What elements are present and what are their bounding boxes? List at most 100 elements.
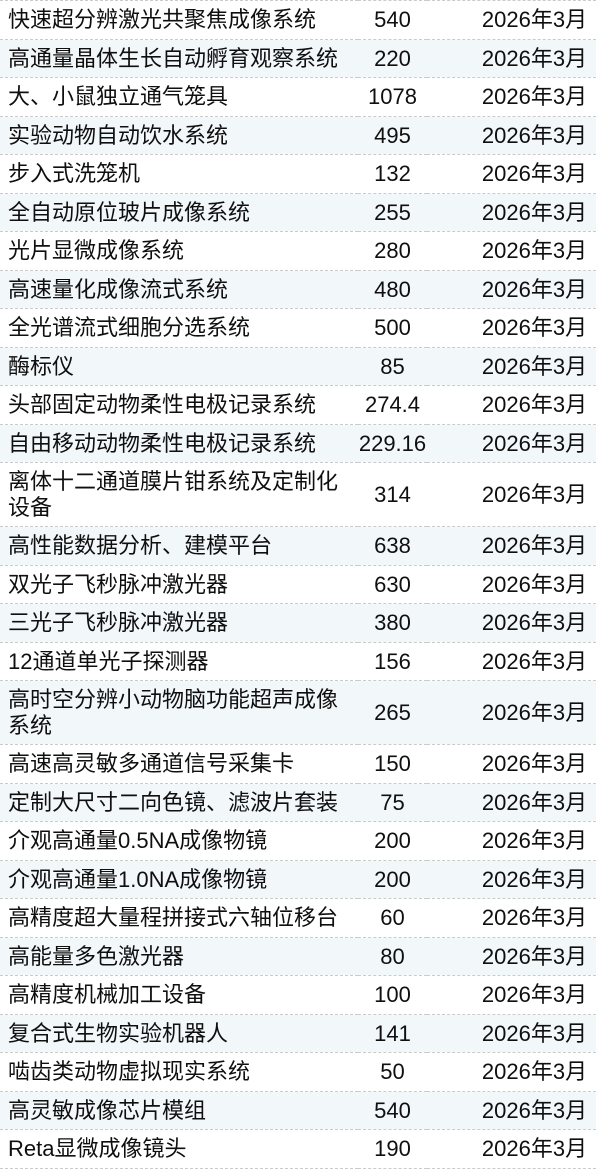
date-cell: 2026年3月 bbox=[427, 154, 596, 194]
amount-cell: 638 bbox=[358, 526, 427, 566]
amount-cell: 540 bbox=[358, 0, 427, 40]
equipment-name-cell: 高速高灵敏多通道信号采集卡 bbox=[0, 744, 358, 784]
amount-cell: 60 bbox=[358, 898, 427, 938]
date-cell: 2026年3月 bbox=[427, 347, 596, 386]
equipment-name-cell: 快速超分辨激光共聚焦成像系统 bbox=[0, 0, 358, 40]
equipment-name-cell: 三光子飞秒脉冲激光器 bbox=[0, 603, 358, 643]
table-row: 高精度超大量程拼接式六轴位移台 60 2026年3月 bbox=[0, 898, 596, 938]
table-row: 介观高通量1.0NA成像物镜 200 2026年3月 bbox=[0, 860, 596, 899]
equipment-name-cell: 全自动原位玻片成像系统 bbox=[0, 193, 358, 232]
equipment-name-cell: 高时空分辨小动物脑功能超声成像系统 bbox=[0, 680, 358, 745]
date-cell: 2026年3月 bbox=[427, 116, 596, 155]
amount-cell: 265 bbox=[358, 680, 427, 745]
amount-cell: 229.16 bbox=[358, 424, 427, 463]
equipment-name-cell: 高精度机械加工设备 bbox=[0, 975, 358, 1015]
date-cell: 2026年3月 bbox=[427, 975, 596, 1015]
equipment-name-cell: 光片显微成像系统 bbox=[0, 231, 358, 271]
table-row: 定制大尺寸二向色镜、滤波片套装 75 2026年3月 bbox=[0, 783, 596, 822]
date-cell: 2026年3月 bbox=[427, 462, 596, 527]
amount-cell: 200 bbox=[358, 821, 427, 861]
date-cell: 2026年3月 bbox=[427, 1091, 596, 1130]
amount-cell: 190 bbox=[358, 1129, 427, 1169]
equipment-name-cell: 啮齿类动物虚拟现实系统 bbox=[0, 1052, 358, 1092]
amount-cell: 255 bbox=[358, 193, 427, 232]
amount-cell: 500 bbox=[358, 308, 427, 348]
table-row: 双光子飞秒脉冲激光器 630 2026年3月 bbox=[0, 565, 596, 604]
table-row: 高速高灵敏多通道信号采集卡 150 2026年3月 bbox=[0, 744, 596, 784]
equipment-name-cell: 高速量化成像流式系统 bbox=[0, 270, 358, 309]
date-cell: 2026年3月 bbox=[427, 821, 596, 861]
date-cell: 2026年3月 bbox=[427, 1052, 596, 1092]
table-row: 全自动原位玻片成像系统 255 2026年3月 bbox=[0, 193, 596, 232]
equipment-name-cell: 实验动物自动饮水系统 bbox=[0, 116, 358, 155]
table-row: 光片显微成像系统 280 2026年3月 bbox=[0, 231, 596, 271]
date-cell: 2026年3月 bbox=[427, 937, 596, 976]
amount-cell: 156 bbox=[358, 642, 427, 681]
table-row: Reta显微成像镜头 190 2026年3月 bbox=[0, 1129, 596, 1169]
amount-cell: 1078 bbox=[358, 77, 427, 117]
amount-cell: 314 bbox=[358, 462, 427, 527]
date-cell: 2026年3月 bbox=[427, 783, 596, 822]
date-cell: 2026年3月 bbox=[427, 39, 596, 78]
equipment-name-cell: 介观高通量0.5NA成像物镜 bbox=[0, 821, 358, 861]
amount-cell: 274.4 bbox=[358, 385, 427, 425]
equipment-name-cell: 高能量多色激光器 bbox=[0, 937, 358, 976]
date-cell: 2026年3月 bbox=[427, 565, 596, 604]
amount-cell: 540 bbox=[358, 1091, 427, 1130]
table-row: 高灵敏成像芯片模组 540 2026年3月 bbox=[0, 1091, 596, 1130]
amount-cell: 630 bbox=[358, 565, 427, 604]
equipment-name-cell: 介观高通量1.0NA成像物镜 bbox=[0, 860, 358, 899]
date-cell: 2026年3月 bbox=[427, 231, 596, 271]
amount-cell: 141 bbox=[358, 1014, 427, 1053]
date-cell: 2026年3月 bbox=[427, 1129, 596, 1169]
equipment-name-cell: 全光谱流式细胞分选系统 bbox=[0, 308, 358, 348]
amount-cell: 100 bbox=[358, 975, 427, 1015]
amount-cell: 132 bbox=[358, 154, 427, 194]
equipment-name-cell: 自由移动动物柔性电极记录系统 bbox=[0, 424, 358, 463]
date-cell: 2026年3月 bbox=[427, 193, 596, 232]
table-row: 头部固定动物柔性电极记录系统 274.4 2026年3月 bbox=[0, 385, 596, 425]
amount-cell: 495 bbox=[358, 116, 427, 155]
date-cell: 2026年3月 bbox=[427, 0, 596, 40]
equipment-name-cell: 定制大尺寸二向色镜、滤波片套装 bbox=[0, 783, 358, 822]
date-cell: 2026年3月 bbox=[427, 77, 596, 117]
date-cell: 2026年3月 bbox=[427, 744, 596, 784]
amount-cell: 75 bbox=[358, 783, 427, 822]
table-row: 三光子飞秒脉冲激光器 380 2026年3月 bbox=[0, 603, 596, 643]
date-cell: 2026年3月 bbox=[427, 642, 596, 681]
amount-cell: 85 bbox=[358, 347, 427, 386]
date-cell: 2026年3月 bbox=[427, 603, 596, 643]
amount-cell: 200 bbox=[358, 860, 427, 899]
table-row: 自由移动动物柔性电极记录系统 229.16 2026年3月 bbox=[0, 424, 596, 463]
amount-cell: 150 bbox=[358, 744, 427, 784]
equipment-name-cell: 高精度超大量程拼接式六轴位移台 bbox=[0, 898, 358, 938]
equipment-name-cell: 离体十二通道膜片钳系统及定制化设备 bbox=[0, 462, 358, 527]
equipment-name-cell: 高性能数据分析、建模平台 bbox=[0, 526, 358, 566]
date-cell: 2026年3月 bbox=[427, 860, 596, 899]
equipment-name-cell: 高通量晶体生长自动孵育观察系统 bbox=[0, 39, 358, 78]
equipment-name-cell: Reta显微成像镜头 bbox=[0, 1129, 358, 1169]
table-row: 离体十二通道膜片钳系统及定制化设备 314 2026年3月 bbox=[0, 462, 596, 527]
equipment-name-cell: 步入式洗笼机 bbox=[0, 154, 358, 194]
date-cell: 2026年3月 bbox=[427, 270, 596, 309]
equipment-name-cell: 复合式生物实验机器人 bbox=[0, 1014, 358, 1053]
date-cell: 2026年3月 bbox=[427, 308, 596, 348]
date-cell: 2026年3月 bbox=[427, 526, 596, 566]
table-row: 啮齿类动物虚拟现实系统 50 2026年3月 bbox=[0, 1052, 596, 1092]
table-row: 高能量多色激光器 80 2026年3月 bbox=[0, 937, 596, 976]
equipment-name-cell: 双光子飞秒脉冲激光器 bbox=[0, 565, 358, 604]
table-row: 高精度机械加工设备 100 2026年3月 bbox=[0, 975, 596, 1015]
table-row: 快速超分辨激光共聚焦成像系统 540 2026年3月 bbox=[0, 0, 596, 40]
date-cell: 2026年3月 bbox=[427, 1014, 596, 1053]
table-row: 高性能数据分析、建模平台 638 2026年3月 bbox=[0, 526, 596, 566]
equipment-name-cell: 高灵敏成像芯片模组 bbox=[0, 1091, 358, 1130]
date-cell: 2026年3月 bbox=[427, 680, 596, 745]
equipment-name-cell: 头部固定动物柔性电极记录系统 bbox=[0, 385, 358, 425]
equipment-name-cell: 大、小鼠独立通气笼具 bbox=[0, 77, 358, 117]
table-row: 大、小鼠独立通气笼具 1078 2026年3月 bbox=[0, 77, 596, 117]
table-row: 实验动物自动饮水系统 495 2026年3月 bbox=[0, 116, 596, 155]
amount-cell: 220 bbox=[358, 39, 427, 78]
table-row: 高通量晶体生长自动孵育观察系统 220 2026年3月 bbox=[0, 39, 596, 78]
table-row: 全光谱流式细胞分选系统 500 2026年3月 bbox=[0, 308, 596, 348]
